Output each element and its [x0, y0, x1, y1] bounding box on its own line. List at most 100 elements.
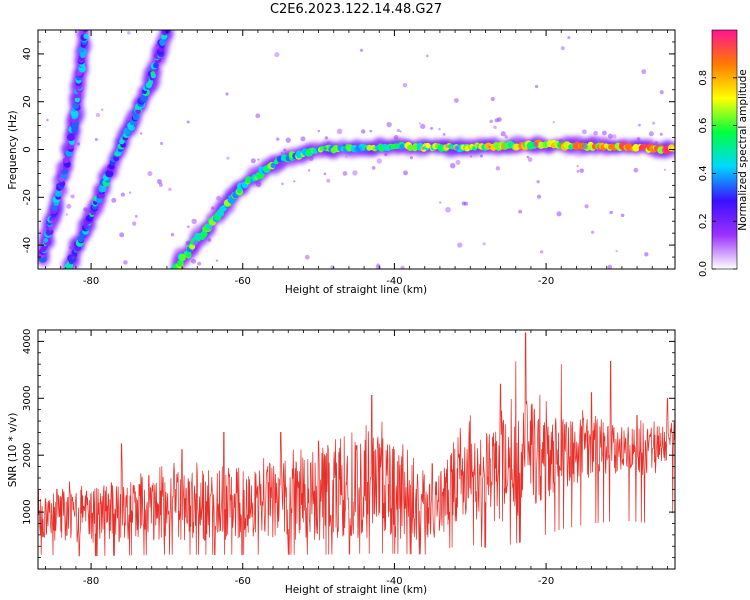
noise-speckle: [504, 134, 508, 139]
track-core-blob: [270, 162, 276, 169]
noise-speckle: [652, 121, 656, 125]
frequency-track: [169, 135, 675, 269]
noise-speckle: [304, 254, 310, 260]
track-core-blob: [52, 205, 58, 211]
noise-speckle: [276, 137, 280, 141]
noise-speckle: [185, 257, 188, 260]
noise-speckle: [226, 156, 230, 160]
noise-speckle: [445, 206, 451, 213]
noise-speckle: [215, 259, 219, 262]
noise-speckle: [376, 263, 381, 268]
snr-axes: -80 -60 -40 -20 1000 2000 3000 4000: [22, 329, 675, 587]
track-core-blob: [67, 133, 75, 142]
track-core-blob: [83, 33, 89, 40]
noise-speckle: [170, 232, 175, 237]
noise-speckle: [83, 207, 88, 212]
noise-speckle: [534, 84, 539, 89]
track-core-blob: [150, 71, 156, 76]
noise-speckle: [300, 136, 306, 142]
noise-speckle: [601, 130, 607, 136]
track-core-blob: [113, 155, 120, 162]
noise-speckle: [283, 148, 287, 152]
noise-speckle: [210, 206, 215, 210]
noise-speckle: [567, 36, 571, 40]
noise-speckle: [644, 252, 649, 257]
noise-speckle: [560, 46, 565, 51]
noise-speckle: [590, 230, 595, 234]
noise-speckle: [197, 261, 202, 266]
x-tick-label: -80: [83, 276, 99, 287]
noise-speckle: [540, 250, 544, 254]
noise-speckle: [187, 240, 190, 243]
noise-speckle: [453, 145, 460, 151]
noise-speckle: [186, 120, 190, 124]
noise-speckle: [430, 126, 434, 130]
noise-speckle: [129, 191, 132, 194]
noise-speckle: [641, 69, 647, 75]
track-core-blob: [185, 251, 192, 258]
noise-speckle: [65, 213, 68, 216]
noise-speckle: [123, 260, 128, 265]
noise-speckle: [274, 52, 280, 58]
noise-speckle: [536, 180, 540, 184]
noise-speckle: [461, 201, 466, 206]
colorbar-label: Normalized spectral amplitude: [737, 69, 749, 230]
noise-speckle: [293, 180, 296, 183]
noise-speckle: [396, 128, 400, 133]
noise-speckle: [159, 141, 164, 146]
y-tick-label: 2000: [22, 442, 33, 467]
noise-speckle: [526, 155, 530, 159]
noise-speckle: [147, 171, 153, 177]
heatmap-panel: -80 -60 -40 -20 -40 -20 0 20 40 Height of straig…: [7, 29, 676, 296]
y-tick-label: 1000: [22, 499, 33, 524]
heatmap-x-axis-label: Height of straight line (km): [285, 284, 427, 296]
noise-speckle: [425, 54, 429, 58]
noise-speckle: [94, 137, 98, 141]
noise-speckle: [376, 158, 383, 164]
noise-speckle: [191, 258, 197, 264]
noise-speckle: [46, 118, 49, 122]
noise-speckle: [307, 169, 311, 172]
x-tick-label: -80: [83, 576, 99, 587]
noise-speckle: [76, 142, 81, 146]
noise-speckle: [324, 147, 327, 150]
noise-speckle: [308, 155, 314, 162]
noise-speckle: [326, 178, 331, 183]
heatmap-y-axis-label: Frequency (Hz): [7, 110, 19, 189]
x-tick-label: -20: [538, 276, 554, 287]
noise-speckle: [336, 128, 343, 135]
noise-speckle: [636, 137, 641, 141]
x-tick-label: -60: [235, 276, 251, 287]
track-core-blob: [78, 46, 85, 53]
snr-series-line: [38, 332, 675, 557]
noise-speckle: [100, 108, 104, 111]
track-core-blob: [62, 157, 69, 164]
noise-speckle: [527, 157, 533, 162]
noise-speckle: [490, 97, 495, 102]
noise-speckle: [323, 172, 327, 176]
noise-speckle: [558, 139, 563, 144]
noise-speckle: [445, 144, 449, 149]
noise-speckle: [95, 112, 101, 118]
noise-speckle: [579, 168, 584, 173]
snr-frame: [37, 329, 676, 570]
y-tick-label: 40: [22, 48, 33, 61]
noise-speckle: [418, 122, 421, 125]
noise-speckle: [479, 154, 484, 158]
noise-speckle: [156, 179, 162, 185]
noise-speckle: [384, 153, 388, 157]
noise-speckle: [191, 218, 197, 224]
noise-speckle: [68, 246, 72, 250]
noise-speckle: [317, 129, 321, 133]
noise-speckle: [393, 135, 399, 140]
noise-speckle: [663, 168, 666, 171]
noise-speckle: [192, 240, 199, 246]
noise-speckle: [454, 98, 459, 103]
noise-speckle: [488, 145, 491, 149]
noise-speckle: [556, 211, 562, 217]
x-tick-label: -40: [386, 576, 402, 587]
noise-speckle: [119, 232, 125, 238]
colorbar: 0.0 0.2 0.4 0.6 0.8 Normalized spectral ampl…: [698, 29, 749, 277]
noise-speckle: [361, 129, 366, 134]
